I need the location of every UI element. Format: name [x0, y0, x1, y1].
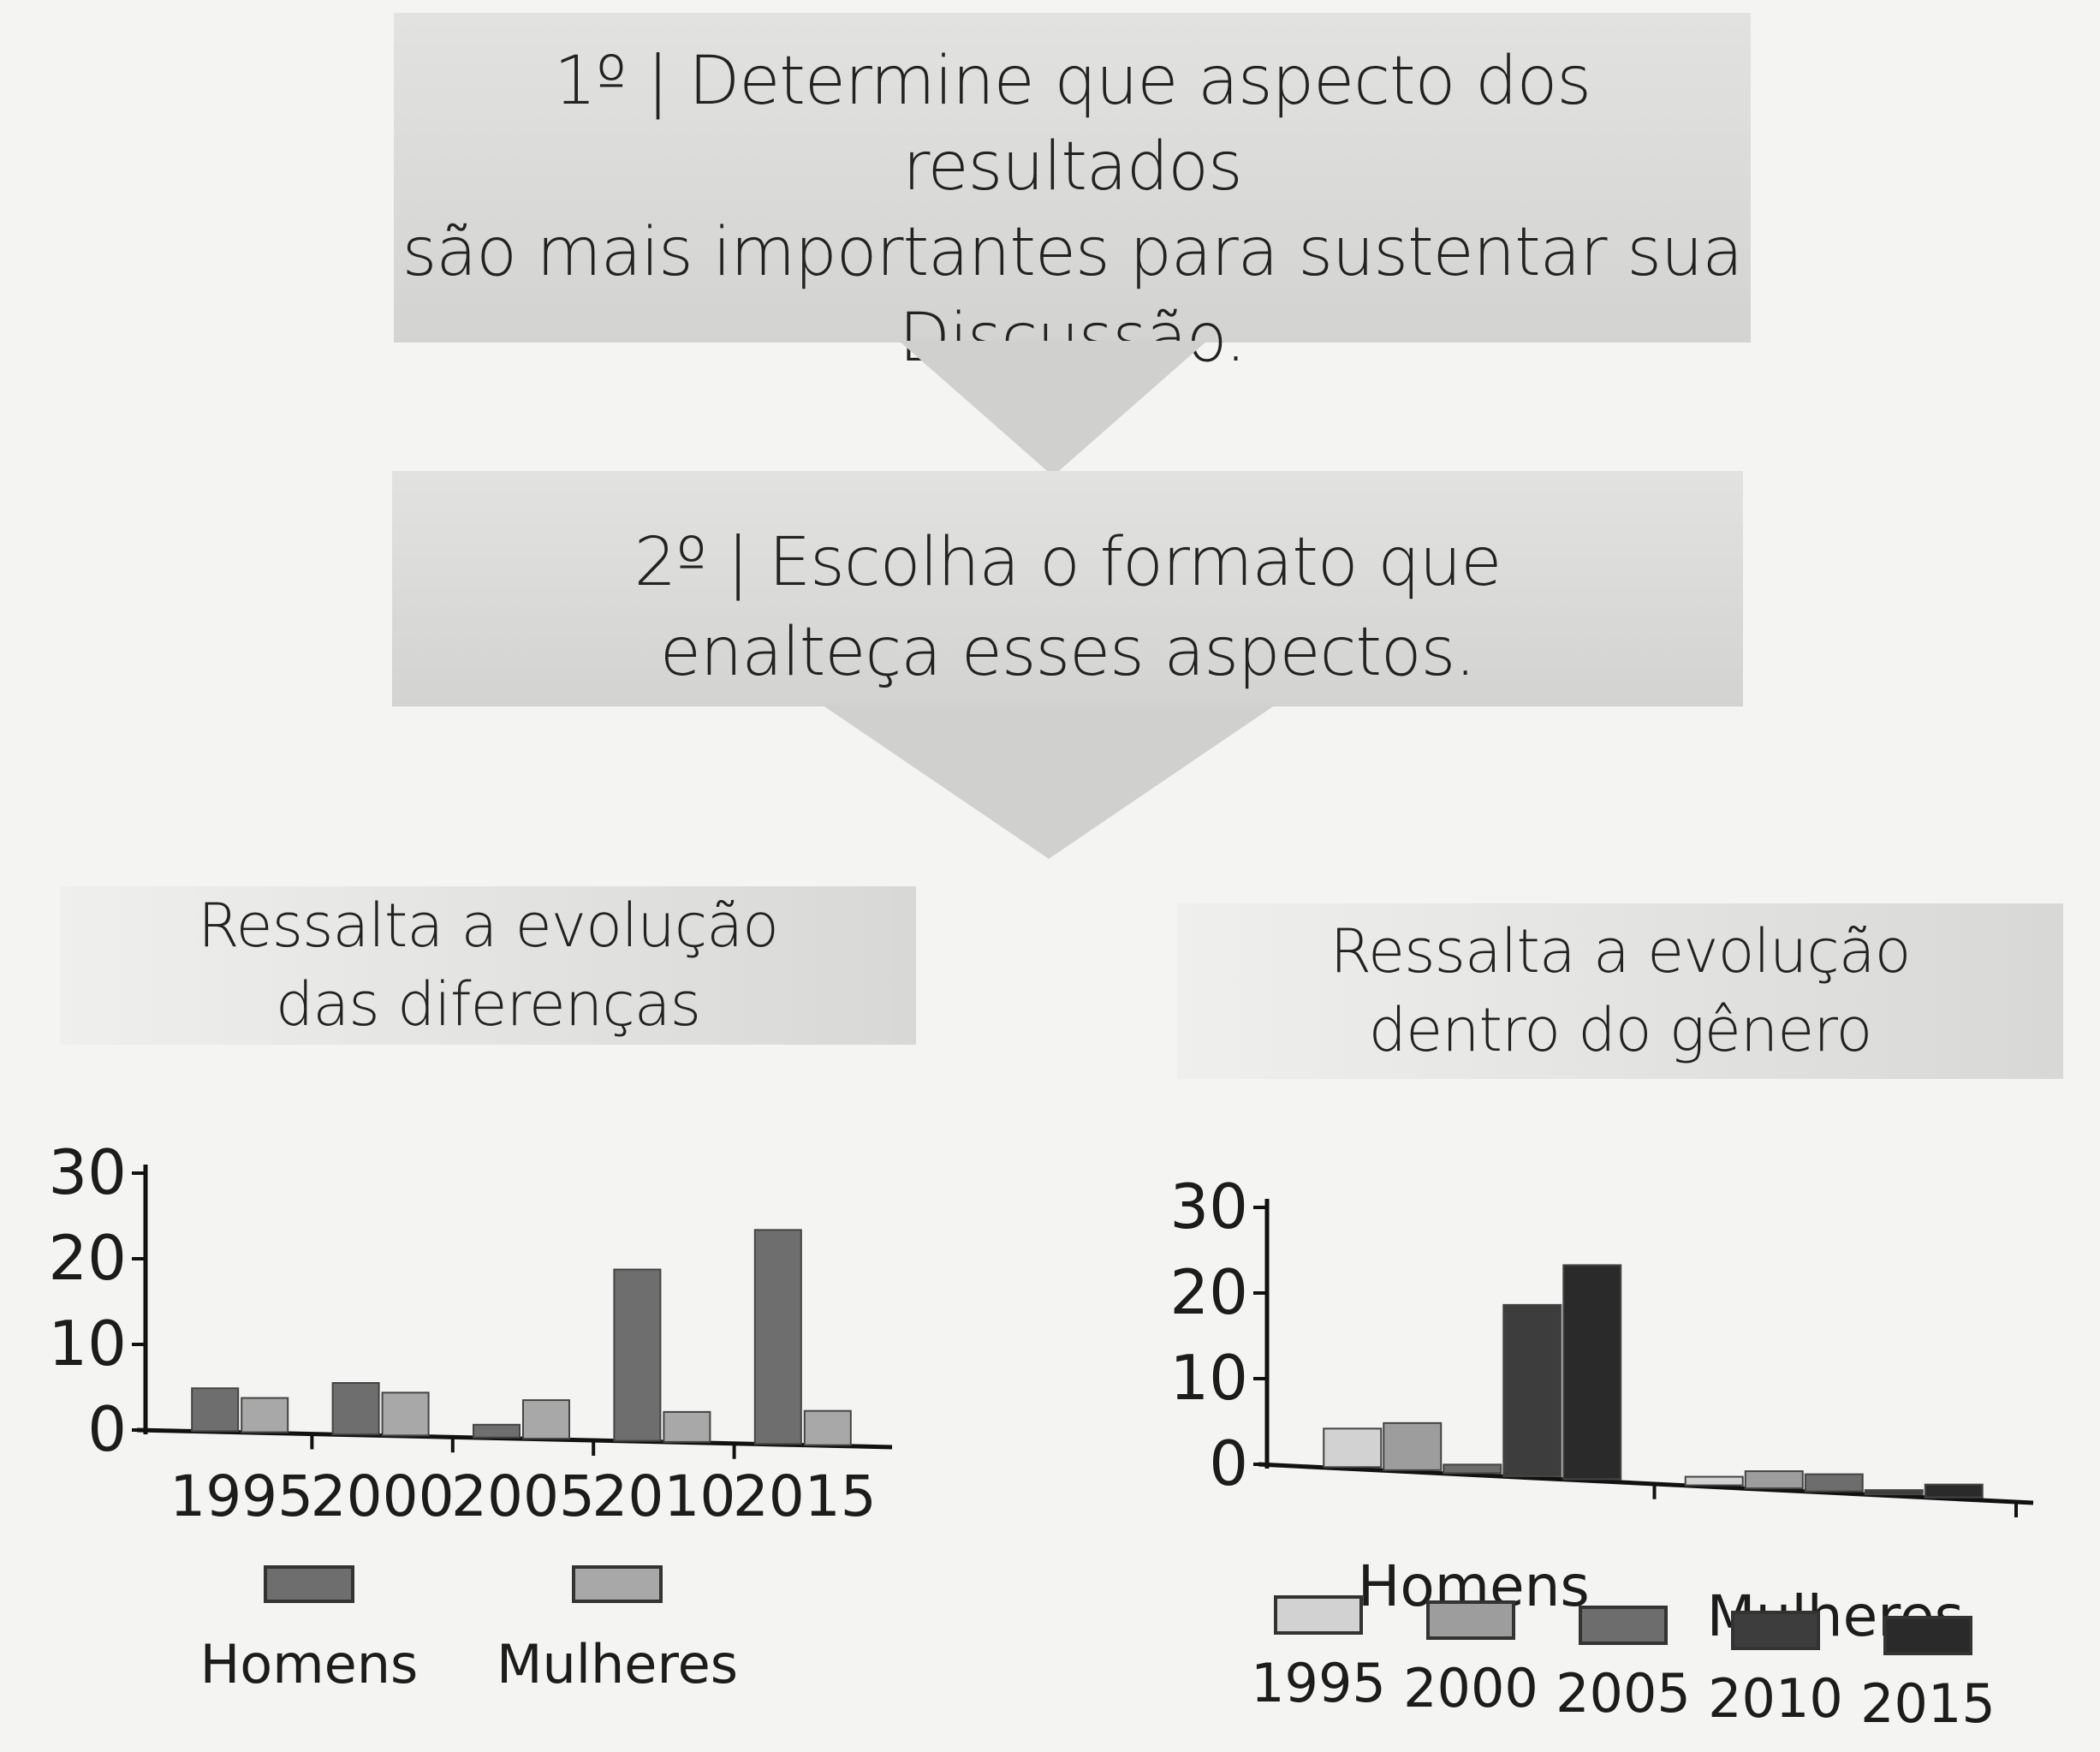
bar-Homens-2015: [753, 1229, 802, 1445]
y-tick-label: 30: [48, 1136, 127, 1208]
legend-swatch-2010: [1731, 1611, 1820, 1650]
y-tick-label: 0: [1209, 1427, 1248, 1499]
x-tick-label: 1995: [170, 1463, 313, 1529]
legend-swatch-2000: [1426, 1600, 1515, 1640]
bar-Homens-1995: [191, 1387, 240, 1433]
y-tick-label: 10: [1169, 1342, 1248, 1414]
legend-label-2010: 2010: [1708, 1667, 1843, 1730]
bar-Mulheres-2015: [803, 1409, 852, 1446]
left-label-line-2: das diferenças: [275, 969, 701, 1040]
legend-label-2015: 2015: [1860, 1672, 1996, 1735]
x-tick-label: 2010: [592, 1463, 735, 1529]
bar-2000-Mulheres: [1744, 1470, 1804, 1490]
right-chart-label: Ressalta a evolução dentro do gênero: [1177, 903, 2063, 1079]
bar-2015-Mulheres: [1924, 1483, 1984, 1499]
right-label-line-1: Ressalta a evolução: [1330, 916, 1912, 986]
y-tick-label: 20: [48, 1222, 127, 1294]
bar-Mulheres-2010: [663, 1410, 711, 1443]
bar-Homens-2000: [331, 1382, 380, 1436]
y-tick-label: 10: [48, 1308, 127, 1380]
bar-2010-Homens: [1502, 1303, 1562, 1477]
left-label-line-1: Ressalta a evolução: [198, 891, 779, 961]
legend-label-Homens: Homens: [200, 1633, 419, 1695]
bar-Homens-2005: [473, 1423, 521, 1439]
bar-2000-Homens: [1383, 1421, 1443, 1471]
right-label-line-2: dentro do gênero: [1368, 995, 1873, 1065]
step-1-box: 1º | Determine que aspecto dos resultado…: [394, 13, 1751, 377]
legend-swatch-1995: [1274, 1595, 1363, 1635]
step-1-line-1: 1º | Determine que aspecto dos resultado…: [554, 43, 1591, 206]
bar-2010-Mulheres: [1864, 1489, 1924, 1496]
step-1-arrow: [899, 341, 1207, 476]
legend-swatch-Homens: [264, 1565, 354, 1603]
legend-label-2005: 2005: [1556, 1662, 1691, 1725]
step-2-arrow: [822, 705, 1276, 859]
bar-Mulheres-2000: [381, 1391, 430, 1437]
step-1-line-2: são mais importantes para sustentar sua: [402, 214, 1743, 291]
step-2-line-2: enalteça esses aspectos.: [659, 614, 1476, 691]
x-axis-line: [1258, 1462, 2034, 1505]
x-tick-label: 2005: [451, 1463, 595, 1529]
bar-Mulheres-2005: [522, 1399, 570, 1440]
x-tick-label: 2015: [733, 1463, 877, 1529]
legend-label-1995: 1995: [1251, 1652, 1386, 1714]
y-tick-label: 20: [1169, 1256, 1248, 1328]
bar-Mulheres-1995: [241, 1397, 289, 1433]
bar-Homens-2010: [613, 1268, 662, 1442]
legend-swatch-Mulheres: [572, 1565, 663, 1603]
y-tick-label: 0: [87, 1393, 127, 1465]
legend-swatch-2015: [1883, 1616, 1972, 1655]
bar-1995-Homens: [1323, 1427, 1383, 1469]
bar-2005-Mulheres: [1804, 1473, 1864, 1493]
legend-label-2000: 2000: [1403, 1657, 1538, 1719]
bar-2015-Homens: [1562, 1264, 1622, 1481]
bar-2005-Homens: [1443, 1463, 1502, 1475]
y-tick-label: 30: [1169, 1171, 1248, 1242]
step-2-box: 2º | Escolha o formato que enalteça esse…: [392, 471, 1743, 706]
bar-1995-Mulheres: [1684, 1475, 1744, 1487]
legend-swatch-2005: [1579, 1606, 1668, 1645]
step-2-line-1: 2º | Escolha o formato que: [634, 524, 1502, 601]
x-tick-label: 2000: [311, 1463, 455, 1529]
legend-label-Mulheres: Mulheres: [497, 1633, 738, 1695]
left-chart-label: Ressalta a evolução das diferenças: [60, 886, 916, 1045]
